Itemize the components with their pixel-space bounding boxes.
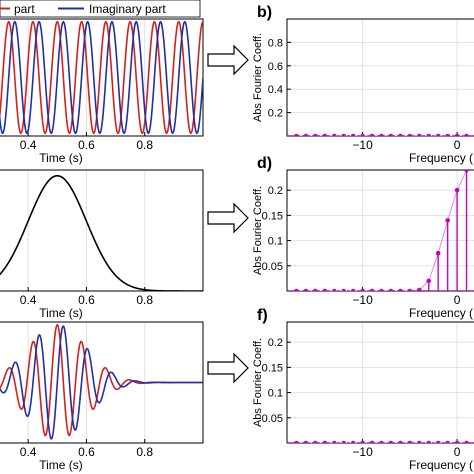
y-tick-label: 0.05 — [262, 413, 283, 425]
grid — [287, 19, 474, 136]
plot-area — [0, 20, 203, 135]
x-axis-label: Frequency ( — [409, 306, 473, 320]
plot-area — [0, 323, 203, 440]
y-tick-label: 0.2 — [268, 108, 283, 120]
panel-b: −10 0 0.2 0.4 0.6 0.8 Frequency ( Abs Fourier C… — [252, 4, 474, 165]
x-tick-label: 0.6 — [78, 138, 95, 152]
y-axis-label: Abs Fourier Coeff. — [252, 338, 264, 427]
x-tick-label: 0.6 — [78, 445, 95, 459]
grid — [27, 170, 146, 291]
y-axis-label: Abs Fourier Coeff. — [252, 186, 264, 275]
x-axis-label: Frequency ( — [409, 151, 473, 165]
series-line-envelope — [0, 174, 203, 291]
panel-a: 0.4 0.6 0.8 Time (s) — [0, 18, 204, 165]
y-tick-label: 0.8 — [268, 37, 283, 49]
stem-marker — [454, 187, 460, 193]
stem-envelope-line — [296, 170, 468, 291]
legend: part Imaginary part — [0, 0, 201, 18]
plot-area — [287, 170, 474, 291]
panel-letter: f) — [257, 307, 268, 324]
axes-frame — [286, 18, 474, 137]
arrow-shape — [207, 202, 249, 234]
axes-frame — [286, 321, 474, 444]
y-tick-label: 0.1 — [268, 388, 283, 400]
series-line-imag — [0, 325, 203, 440]
x-tick-label: −10 — [352, 293, 373, 307]
y-tick-label: 0.1 — [268, 236, 283, 248]
plot-area — [287, 440, 474, 443]
axes-frame — [0, 169, 204, 292]
y-tick-label: 0.05 — [262, 261, 283, 273]
arrow-row-2 — [207, 202, 249, 234]
x-tick-label: 0 — [454, 138, 461, 152]
x-tick-label: −10 — [352, 138, 373, 152]
x-tick-label: 0.4 — [20, 138, 37, 152]
panel-letter: b) — [257, 4, 272, 21]
x-tick-label: 0.4 — [20, 445, 37, 459]
grid — [287, 170, 474, 291]
stem-marker — [417, 287, 422, 291]
arrow-shape — [207, 352, 249, 384]
series-line-imag — [0, 20, 203, 135]
series-line-real — [0, 323, 203, 437]
arrow-shape — [207, 44, 249, 76]
y-tick-label: 0.6 — [268, 61, 283, 73]
stem-marker — [426, 278, 432, 284]
series-line-real — [0, 20, 203, 135]
x-tick-label: 0.8 — [136, 293, 153, 307]
y-tick-label: 0.2 — [268, 185, 283, 197]
arrow-row-1 — [207, 44, 249, 76]
legend-imag-label: Imaginary part — [89, 2, 166, 16]
panel-e: 0.4 0.6 0.8 Time (s) — [0, 321, 204, 472]
legend-box — [0, 0, 201, 18]
x-tick-label: 0.8 — [136, 138, 153, 152]
y-axis-label: Abs Fourier Coeff. — [252, 33, 264, 122]
x-tick-label: 0.6 — [78, 293, 95, 307]
x-tick-label: 0.8 — [136, 445, 153, 459]
stem-marker — [445, 218, 450, 223]
x-axis-label: Frequency ( — [409, 458, 473, 472]
panel-letter: d) — [257, 155, 272, 172]
panel-f: −10 0 0.05 0.1 0.15 0.2 Frequency ( Abs Fourier… — [252, 307, 474, 472]
stem-marker — [464, 170, 469, 173]
panel-c: 0.4 0.6 0.8 Time (s) — [0, 169, 204, 320]
x-tick-label: −10 — [352, 445, 373, 459]
x-axis-label: Time (s) — [39, 306, 83, 320]
plot-area — [287, 133, 474, 136]
legend-real-label: part — [14, 2, 35, 16]
panel-d: −10 0 0.05 0.1 0.15 0.2 Frequency ( Abs Fourier… — [252, 155, 474, 320]
y-tick-label: 0.4 — [268, 84, 283, 96]
arrow-row-3 — [207, 352, 249, 384]
y-tick-label: 0.2 — [268, 337, 283, 349]
grid — [287, 322, 474, 443]
x-tick-label: 0 — [454, 445, 461, 459]
x-axis-label: Time (s) — [39, 151, 83, 165]
stem-marker — [435, 250, 441, 256]
x-tick-label: 0.4 — [20, 293, 37, 307]
y-tick-label: 0.15 — [262, 362, 283, 374]
plot-area — [0, 174, 203, 291]
x-axis-label: Time (s) — [39, 458, 83, 472]
axes-frame — [286, 169, 474, 292]
x-tick-label: 0 — [454, 293, 461, 307]
y-tick-label: 0.15 — [262, 210, 283, 222]
